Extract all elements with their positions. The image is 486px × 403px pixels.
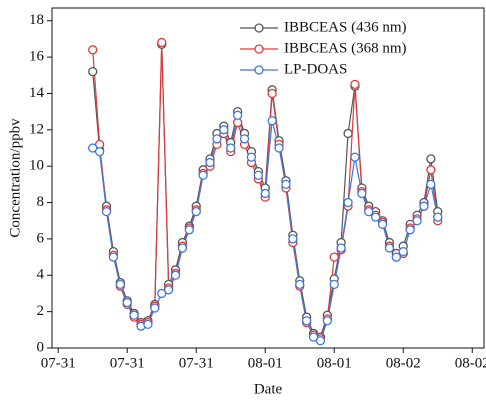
legend-label: IBBCEAS (436 nm)	[284, 19, 407, 35]
y-tick-label: 14	[29, 85, 45, 101]
legend-label: LP-DOAS	[284, 61, 347, 77]
y-axis-label: Concentration/ppbv	[7, 118, 23, 238]
data-point	[246, 152, 257, 162]
data-point	[329, 279, 339, 290]
data-point	[150, 303, 160, 313]
data-point	[226, 143, 236, 153]
legend-marker	[254, 65, 264, 75]
data-point	[308, 332, 319, 342]
x-tick-label: 08-02	[455, 355, 486, 371]
data-point	[426, 154, 436, 164]
data-point	[129, 310, 139, 320]
data-point	[88, 66, 98, 77]
data-point	[170, 270, 181, 280]
x-tick-label: 07-31	[179, 355, 214, 371]
data-point	[191, 206, 201, 217]
data-point	[301, 316, 312, 326]
data-point	[157, 288, 167, 299]
data-point	[260, 188, 270, 199]
x-tick-label: 08-01	[317, 355, 352, 371]
data-point	[122, 297, 132, 308]
plot-frame	[51, 7, 485, 349]
y-tick-label: 4	[37, 267, 45, 283]
data-point	[295, 279, 305, 290]
data-point	[184, 225, 194, 235]
data-point	[212, 134, 222, 144]
y-tick-label: 0	[37, 339, 45, 355]
data-point	[94, 146, 105, 157]
data-point	[315, 336, 326, 346]
data-point	[288, 234, 298, 244]
data-point	[433, 212, 443, 222]
data-point	[322, 316, 332, 326]
x-tick-label: 08-01	[248, 355, 283, 371]
data-point	[371, 212, 381, 222]
data-point	[412, 216, 422, 226]
data-point	[391, 252, 402, 262]
data-point	[405, 225, 415, 235]
data-point	[343, 197, 353, 208]
data-point	[108, 252, 119, 262]
data-point	[364, 206, 374, 217]
data-point	[219, 125, 229, 135]
data-point	[377, 219, 388, 230]
data-point	[88, 45, 98, 55]
data-point	[205, 157, 215, 168]
data-point	[350, 152, 360, 162]
data-point	[426, 165, 436, 175]
data-point	[384, 243, 395, 253]
data-point	[419, 201, 429, 211]
data-point	[163, 285, 174, 295]
x-tick-label: 07-31	[41, 355, 76, 371]
data-point	[281, 179, 291, 190]
y-tick-label: 6	[37, 230, 45, 246]
data-point	[398, 246, 408, 257]
y-tick-label: 10	[29, 158, 44, 174]
x-axis-label: Date	[254, 381, 283, 397]
y-tick-label: 16	[29, 49, 45, 65]
data-point	[232, 110, 243, 120]
data-point	[177, 243, 188, 253]
legend-marker	[254, 23, 264, 33]
data-point	[343, 128, 353, 139]
data-point	[267, 88, 277, 99]
data-point	[88, 143, 98, 153]
series-line	[92, 115, 439, 342]
data-point	[336, 243, 346, 253]
data-point	[157, 37, 167, 48]
data-point	[357, 188, 367, 199]
y-tick-label: 12	[29, 121, 44, 137]
x-tick-label: 07-31	[110, 355, 145, 371]
y-tick-label: 8	[37, 194, 45, 210]
data-point	[350, 79, 360, 90]
data-point	[115, 279, 125, 290]
data-point	[239, 134, 250, 144]
data-point	[267, 116, 277, 126]
legend-label: IBBCEAS (368 nm)	[284, 40, 407, 56]
data-point	[274, 143, 284, 153]
data-point	[253, 170, 263, 180]
data-point	[198, 170, 208, 180]
data-point	[329, 252, 339, 262]
data-point	[426, 179, 436, 190]
x-tick-label: 08-02	[386, 355, 421, 371]
y-tick-label: 2	[37, 303, 45, 319]
y-tick-label: 18	[29, 12, 44, 28]
legend: IBBCEAS (436 nm) IBBCEAS (368 nm) LP-DOAS	[240, 19, 407, 77]
legend-marker	[254, 44, 264, 54]
data-point	[143, 319, 153, 330]
data-point	[101, 206, 112, 217]
